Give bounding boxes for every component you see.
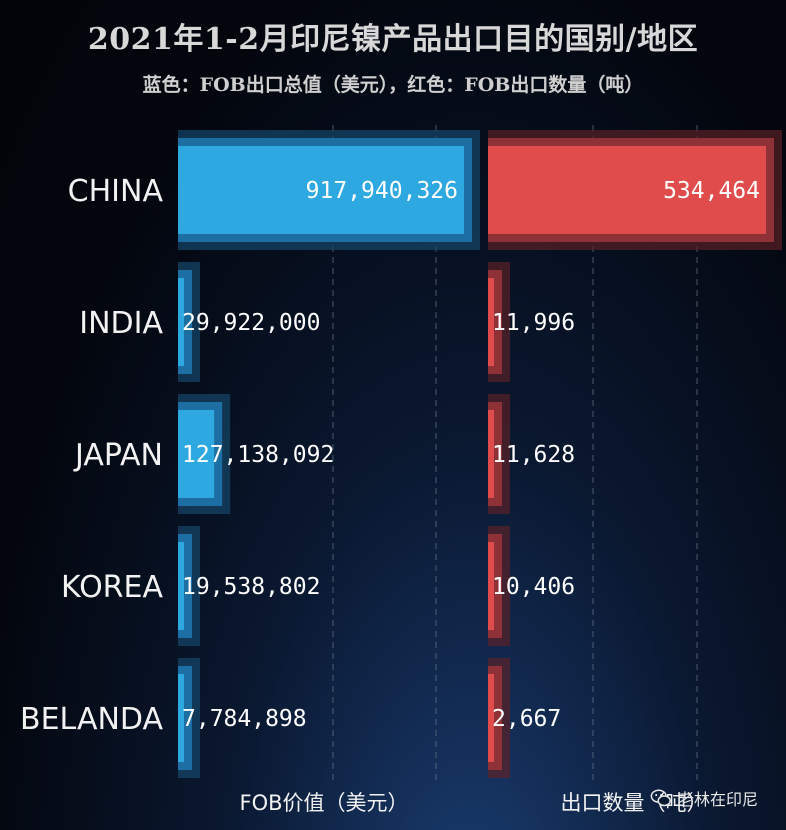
category-label-japan: JAPAN: [73, 438, 163, 473]
bar-0-china: [178, 130, 480, 250]
value-label-1-2: 11,628: [492, 442, 575, 468]
value-label-0-2: 127,138,092: [182, 442, 334, 468]
value-label-0-0: 917,940,326: [306, 178, 458, 204]
category-label-china: CHINA: [68, 174, 164, 209]
bar-0-1: [178, 278, 184, 366]
category-label-india: INDIA: [79, 306, 163, 341]
bar-1-2: [488, 410, 494, 498]
bar-1-3: [488, 542, 494, 630]
category-label-korea: KOREA: [61, 570, 163, 605]
value-label-1-0: 534,464: [663, 178, 760, 204]
bar-1-china: [488, 130, 782, 250]
category-label-belanda: BELANDA: [20, 702, 163, 737]
wechat-icon: [650, 789, 671, 807]
value-label-0-1: 29,922,000: [182, 310, 320, 336]
watermark-text: 老林在印尼: [677, 790, 758, 809]
bar-0-2: [178, 410, 215, 498]
chart-title: 2021年1-2月印尼镍产品出口目的国别/地区: [87, 22, 699, 57]
bar-0-korea: [178, 526, 200, 646]
chart-subtitle: 蓝色：FOB出口总值（美元），红色：FOB出口数量（吨）: [142, 74, 644, 96]
bar-1-belanda: [488, 658, 510, 778]
bar-0-japan: [178, 394, 231, 514]
x-axis-label-0: FOB价值（美元）: [239, 791, 408, 815]
value-label-1-4: 2,667: [492, 706, 561, 732]
x-axis-label-1: 出口数量（吨）: [561, 791, 708, 815]
bar-1-japan: [488, 394, 510, 514]
bar-1-4: [488, 674, 494, 762]
bar-0-4: [178, 674, 184, 762]
bar-0-belanda: [178, 658, 200, 778]
bar-1-korea: [488, 526, 510, 646]
value-label-0-4: 7,784,898: [182, 706, 307, 732]
bar-0-0: [178, 146, 464, 234]
value-label-1-1: 11,996: [492, 310, 575, 336]
bar-0-3: [178, 542, 184, 630]
bar-1-india: [488, 262, 510, 382]
value-label-1-3: 10,406: [492, 574, 575, 600]
value-label-0-3: 19,538,802: [182, 574, 320, 600]
watermark: 老林在印尼: [650, 786, 758, 810]
bar-1-0: [488, 146, 766, 234]
bar-1-1: [488, 278, 494, 366]
bar-0-india: [178, 262, 200, 382]
